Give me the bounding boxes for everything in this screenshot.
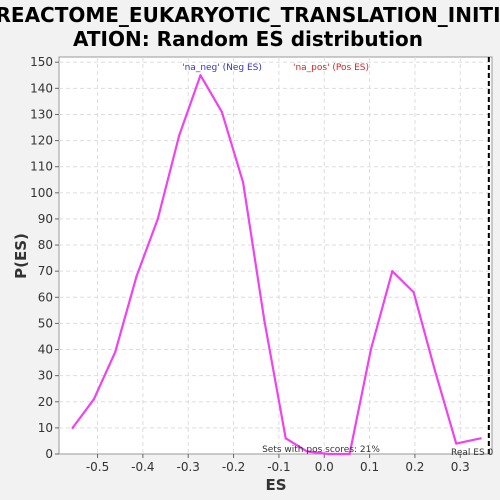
- series-point: [114, 351, 117, 354]
- y-tick-label: 110: [30, 160, 53, 174]
- y-tick-label: 100: [30, 186, 53, 200]
- y-tick-label: 150: [30, 55, 53, 69]
- series-point: [433, 369, 436, 372]
- chart-title-line-2: ATION: Random ES distribution: [73, 27, 423, 51]
- series-point: [199, 74, 202, 77]
- series-point: [479, 437, 482, 440]
- series-point: [412, 290, 415, 294]
- x-tick-label: 0.3: [451, 460, 470, 474]
- y-tick-label: 50: [38, 316, 53, 330]
- y-axis-ticks: 0 10 20 30 40 50 60 70 80 90 100 110 120 130 140 150: [30, 55, 59, 461]
- y-tick-label: 40: [38, 343, 53, 357]
- series-point: [369, 348, 373, 351]
- x-axis-label: ES: [265, 476, 286, 494]
- legend-neg: 'na_neg' (Neg ES): [182, 63, 262, 73]
- chart-title-line-1: REACTOME_EUKARYOTIC_TRANSLATION_INITI: [0, 3, 500, 27]
- x-tick-label: -0.1: [267, 460, 290, 474]
- series-point: [284, 437, 287, 440]
- y-axis-label: P(ES): [12, 233, 30, 279]
- series-point: [135, 275, 138, 278]
- x-tick-label: 0.0: [315, 460, 334, 474]
- x-tick-label: 0.2: [405, 460, 424, 474]
- y-tick-label: 120: [30, 134, 53, 148]
- y-tick-label: 0: [45, 447, 53, 461]
- y-tick-label: 30: [38, 369, 53, 383]
- y-tick-label: 60: [38, 290, 53, 304]
- series-point: [156, 217, 159, 221]
- series-point: [348, 452, 351, 456]
- y-tick-label: 80: [38, 238, 53, 252]
- y-tick-label: 130: [30, 107, 53, 121]
- series-line: [71, 74, 481, 456]
- series-point: [263, 319, 266, 322]
- series-point: [220, 110, 223, 113]
- series-point: [241, 181, 245, 184]
- grid-lines: [59, 57, 492, 454]
- y-tick-label: 10: [38, 421, 53, 435]
- x-tick-label: 0.1: [360, 460, 379, 474]
- real-es-label: Real ES 0: [451, 448, 494, 458]
- legend-pos: 'na_pos' (Pos ES): [293, 63, 369, 73]
- x-tick-label: -0.4: [131, 460, 154, 474]
- plot-area: [58, 56, 493, 455]
- x-axis-ticks: -0.5 -0.4 -0.3 -0.2 -0.1 0.0 0.1 0.2 0.3: [86, 454, 470, 474]
- x-tick-label: -0.5: [86, 460, 109, 474]
- series-point: [92, 398, 96, 401]
- y-tick-label: 70: [38, 264, 53, 278]
- series-point: [327, 452, 330, 456]
- pos-scores-annotation: Sets with pos scores: 21%: [262, 445, 380, 455]
- series-point: [305, 450, 309, 453]
- series-point: [71, 426, 74, 429]
- series-layer: [71, 74, 482, 456]
- y-tick-label: 20: [38, 395, 53, 409]
- series-point: [391, 270, 394, 273]
- y-tick-label: 140: [30, 81, 53, 95]
- series-point: [178, 134, 181, 137]
- series-point: [455, 442, 458, 445]
- x-tick-label: -0.3: [177, 460, 200, 474]
- x-tick-label: -0.2: [222, 460, 245, 474]
- y-tick-label: 90: [38, 212, 53, 226]
